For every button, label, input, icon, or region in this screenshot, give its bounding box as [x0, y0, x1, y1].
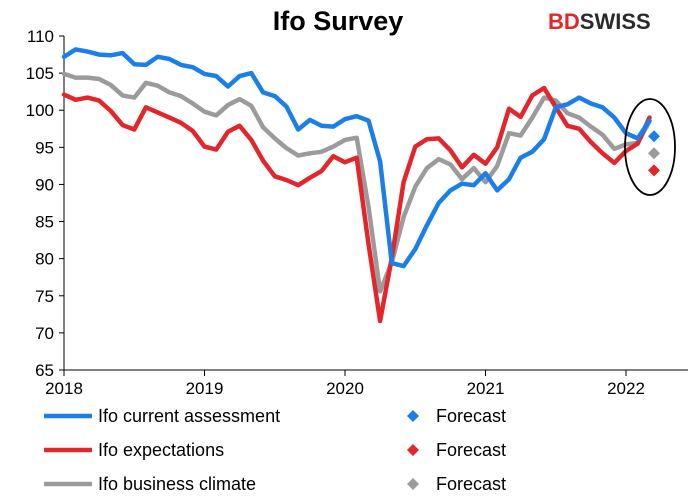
legend-label: Ifo current assessment [98, 406, 280, 426]
x-tick-label: 2019 [186, 379, 224, 398]
chart-title: Ifo Survey [273, 6, 404, 36]
legend-forecast-label: Forecast [436, 406, 506, 426]
series-line-ifo-expectations [61, 85, 652, 324]
y-tick-label: 65 [35, 361, 54, 380]
x-tick-label: 2020 [326, 379, 364, 398]
y-tick-label: 105 [26, 64, 54, 83]
legend-forecast-label: Forecast [436, 440, 506, 460]
legend-forecast-swatch [407, 410, 419, 422]
forecast-point-0 [648, 130, 660, 143]
y-tick-label: 90 [35, 175, 54, 194]
series-line-ifo-current-assessment [61, 47, 652, 269]
logo: BDSWISS [548, 9, 651, 34]
series-layer [61, 47, 652, 324]
y-tick-label: 85 [35, 213, 54, 232]
forecast-point-1 [648, 164, 660, 177]
x-tick-label: 2021 [467, 379, 505, 398]
svg-text:BDSWISS: BDSWISS [548, 9, 651, 34]
x-tick-label: 2022 [607, 379, 645, 398]
legend-forecast-swatch [407, 478, 419, 490]
y-tick-label: 95 [35, 138, 54, 157]
y-tick-label: 80 [35, 250, 54, 269]
logo-bd-text: BD [548, 9, 580, 34]
y-tick-label: 110 [27, 27, 54, 46]
logo-swiss-text: SWISS [580, 9, 651, 34]
forecast-point-2 [648, 147, 660, 160]
legend-forecast-label: Forecast [436, 474, 506, 494]
y-tick-label: 70 [35, 324, 54, 343]
legend-forecast-swatch [407, 444, 419, 456]
forecast-layer [648, 130, 660, 177]
legend-label: Ifo expectations [98, 440, 224, 460]
highlight-ellipse [624, 98, 676, 196]
legend-label: Ifo business climate [98, 474, 256, 494]
legend: Ifo current assessment Forecast Ifo expect… [44, 406, 506, 494]
x-tick-label: 2018 [45, 379, 83, 398]
y-tick-label: 75 [35, 287, 54, 306]
axes: 65 70 75 80 85 90 95 100 105 110 2018 2019 2020 2021 2… [26, 27, 688, 398]
y-tick-label: 100 [26, 101, 54, 120]
